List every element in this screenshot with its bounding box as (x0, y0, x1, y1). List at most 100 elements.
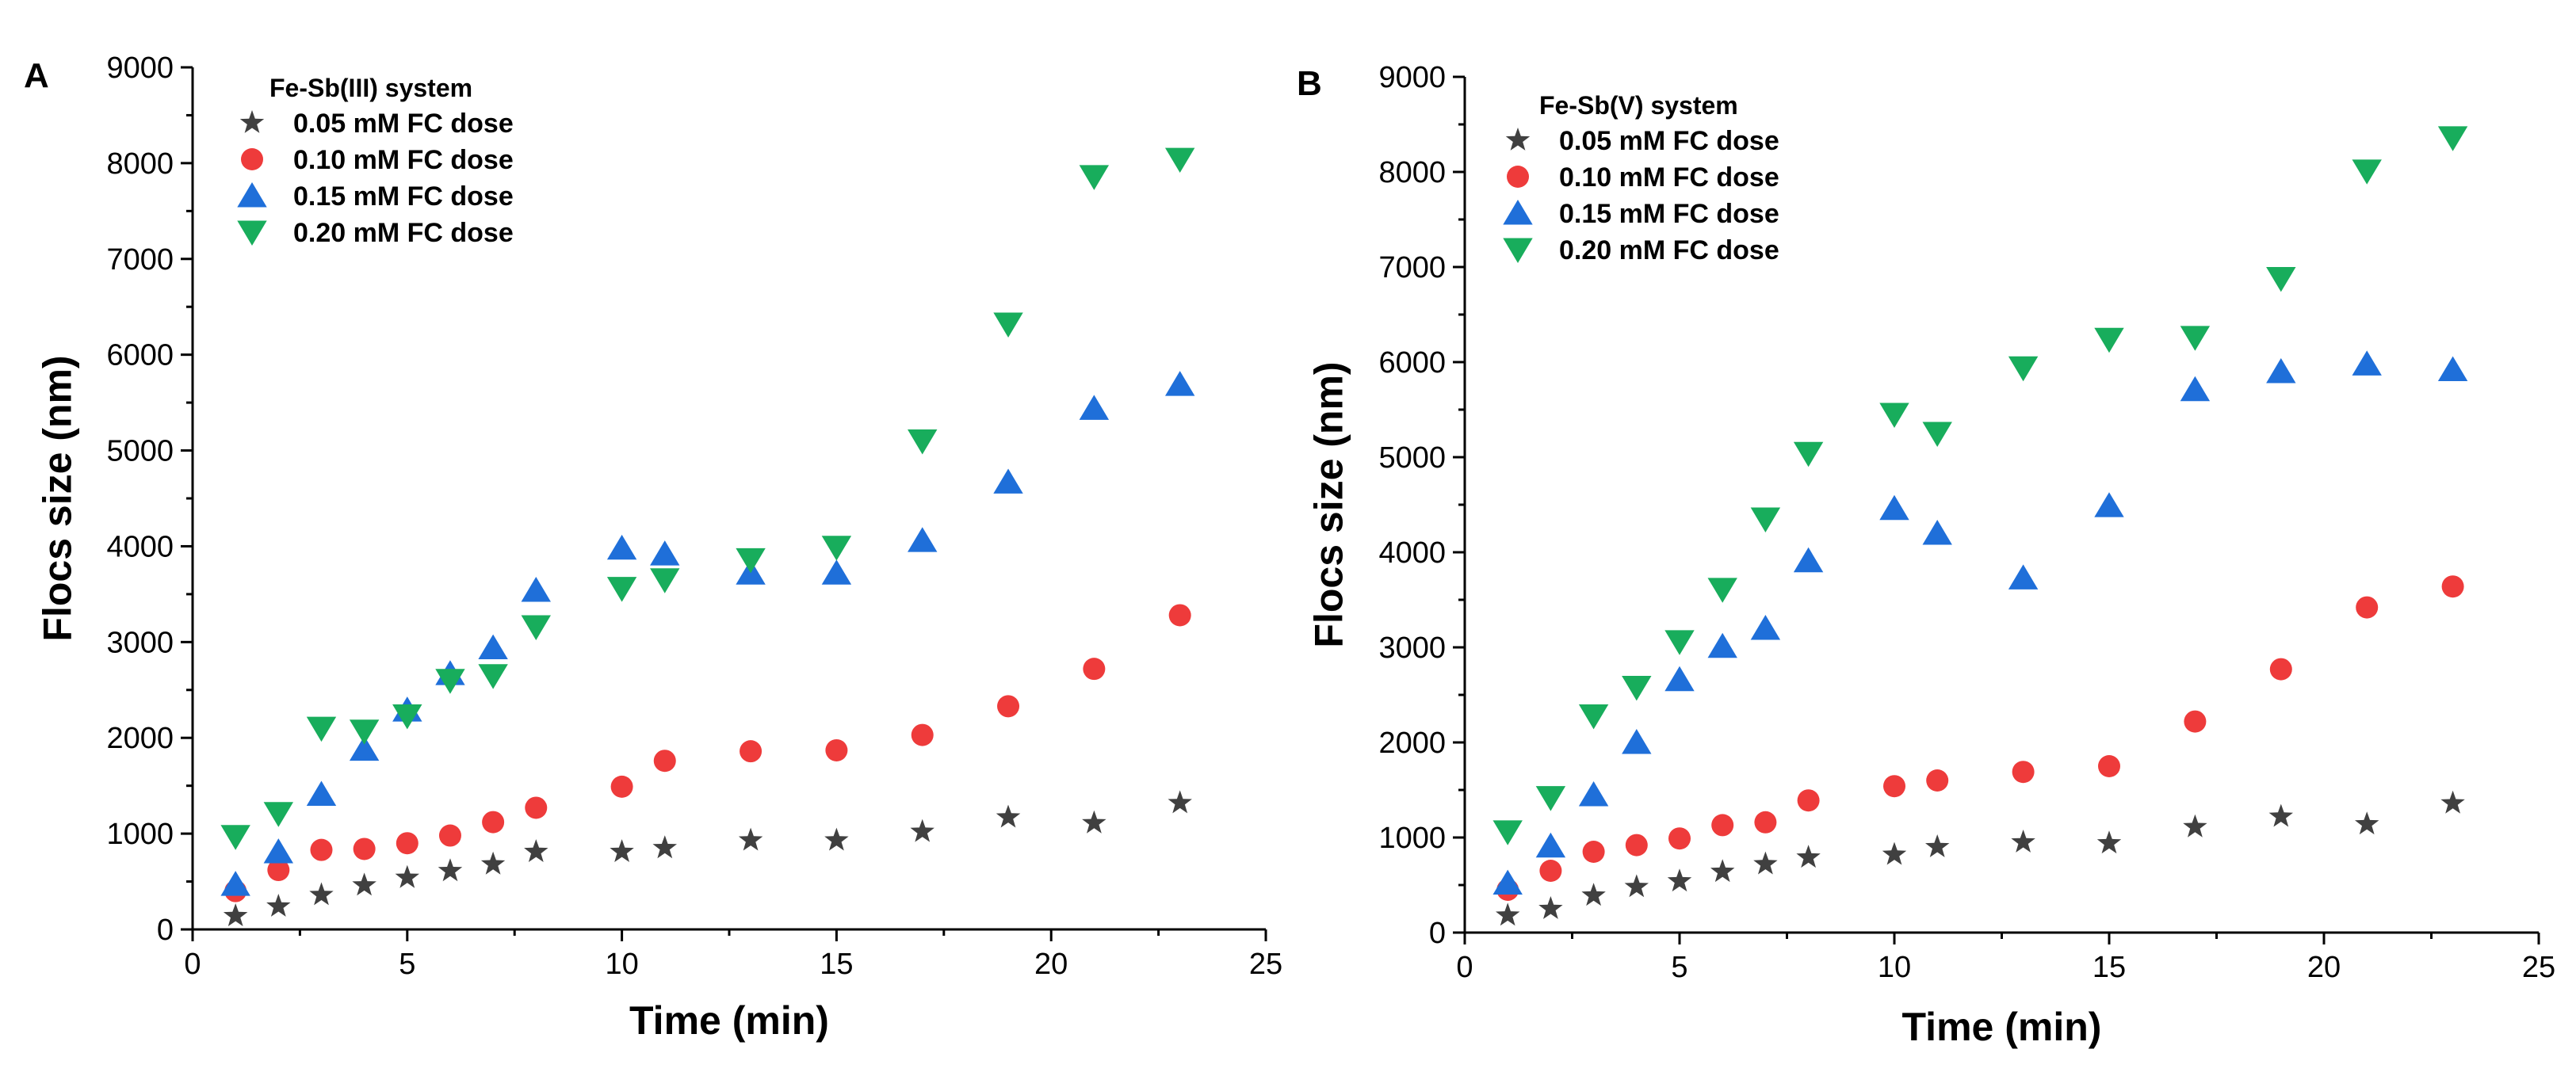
data-point (1667, 868, 1692, 892)
data-point (1668, 827, 1691, 850)
data-point (821, 536, 852, 561)
x-tick-label: 25 (2522, 951, 2555, 984)
data-point (524, 839, 548, 862)
data-point (1922, 520, 1952, 545)
data-point (223, 903, 248, 926)
data-point (220, 871, 250, 896)
data-point (993, 468, 1023, 494)
data-point (997, 695, 1020, 718)
y-tick-label: 4000 (1378, 536, 1446, 570)
data-point (2096, 830, 2122, 854)
data-point (1922, 422, 1952, 447)
y-tick-label: 6000 (106, 339, 174, 372)
x-tick-label: 20 (1034, 948, 1068, 981)
data-point (652, 835, 677, 859)
data-point (740, 740, 762, 763)
data-point (1582, 841, 1605, 863)
data-point (2352, 159, 2382, 185)
y-tick-label: 5000 (106, 435, 174, 468)
data-point (2437, 356, 2468, 382)
data-point (606, 577, 637, 602)
y-tick-label: 2000 (1378, 727, 1446, 760)
legend-label: 0.10 mM FC dose (1559, 162, 1779, 193)
data-point (1622, 675, 1652, 701)
data-point (1664, 630, 1695, 655)
y-tick-label: 1000 (1378, 822, 1446, 855)
data-point (1664, 666, 1695, 692)
x-tick-label: 0 (1456, 951, 1473, 984)
y-tick-label: 9000 (106, 52, 174, 85)
x-tick-label: 5 (399, 948, 415, 981)
data-point (1926, 769, 1949, 792)
x-axis-label: Time (min) (629, 998, 829, 1043)
data-point (1710, 859, 1735, 883)
data-point (309, 882, 334, 906)
data-point (2266, 266, 2296, 292)
data-point (650, 568, 680, 593)
data-point (1707, 632, 1737, 658)
data-point (352, 872, 376, 896)
data-point (1707, 578, 1737, 603)
data-point (821, 559, 852, 585)
data-point (1083, 658, 1106, 681)
data-point (306, 716, 337, 742)
x-tick-label: 25 (1249, 948, 1282, 981)
data-point (1492, 869, 1523, 895)
legend-label: 0.15 mM FC dose (293, 181, 514, 212)
data-point (395, 864, 419, 888)
data-point (1796, 845, 1821, 868)
data-point (521, 577, 551, 602)
data-point (2441, 575, 2464, 598)
data-point (2094, 492, 2124, 517)
data-point (220, 825, 250, 850)
legend-label: 0.20 mM FC dose (1559, 235, 1779, 265)
data-point (1793, 441, 1824, 467)
data-point (1883, 775, 1905, 798)
data-point (482, 811, 505, 834)
data-point (2180, 326, 2211, 351)
data-point (1079, 395, 1110, 420)
data-point (266, 894, 291, 917)
data-point (1622, 729, 1652, 754)
data-point (2437, 126, 2468, 151)
data-point (2180, 376, 2211, 402)
data-point (435, 669, 465, 694)
x-tick-label: 0 (184, 948, 201, 981)
data-point (911, 723, 934, 746)
data-point (825, 738, 848, 761)
data-point (310, 838, 333, 861)
y-tick-label: 5000 (1378, 441, 1446, 475)
data-point (2012, 761, 2035, 784)
data-point (438, 824, 461, 847)
y-tick-label: 3000 (106, 626, 174, 659)
data-point (1625, 834, 1648, 857)
y-tick-label: 3000 (1378, 631, 1446, 665)
data-point (2008, 564, 2039, 590)
legend-marker (241, 148, 263, 170)
y-tick-label: 2000 (106, 722, 174, 755)
x-tick-label: 10 (605, 948, 638, 981)
legend-label: 0.05 mM FC dose (1559, 126, 1779, 156)
panel-b: B 0 1000 2000 3000 4000 5000 6000 7000 8000 9000 0 5… (1297, 61, 2555, 1049)
data-point (2266, 358, 2296, 383)
y-tick-label: 8000 (1378, 156, 1446, 189)
data-point (1492, 820, 1523, 845)
y-tick-label: 7000 (1378, 251, 1446, 284)
data-point (1079, 165, 1110, 190)
data-point (2094, 327, 2124, 353)
data-point (736, 548, 766, 574)
legend-label: 0.20 mM FC dose (293, 218, 514, 248)
data-point (1164, 147, 1195, 174)
data-point (1797, 789, 1820, 812)
data-point (606, 534, 637, 560)
data-point (908, 527, 938, 552)
data-point (2011, 830, 2035, 853)
data-point (1164, 371, 1195, 396)
data-point (2098, 755, 2120, 777)
x-tick-label: 20 (2307, 951, 2341, 984)
data-point (653, 750, 676, 773)
data-point (267, 859, 290, 882)
data-point (996, 804, 1021, 828)
data-point (525, 796, 548, 819)
